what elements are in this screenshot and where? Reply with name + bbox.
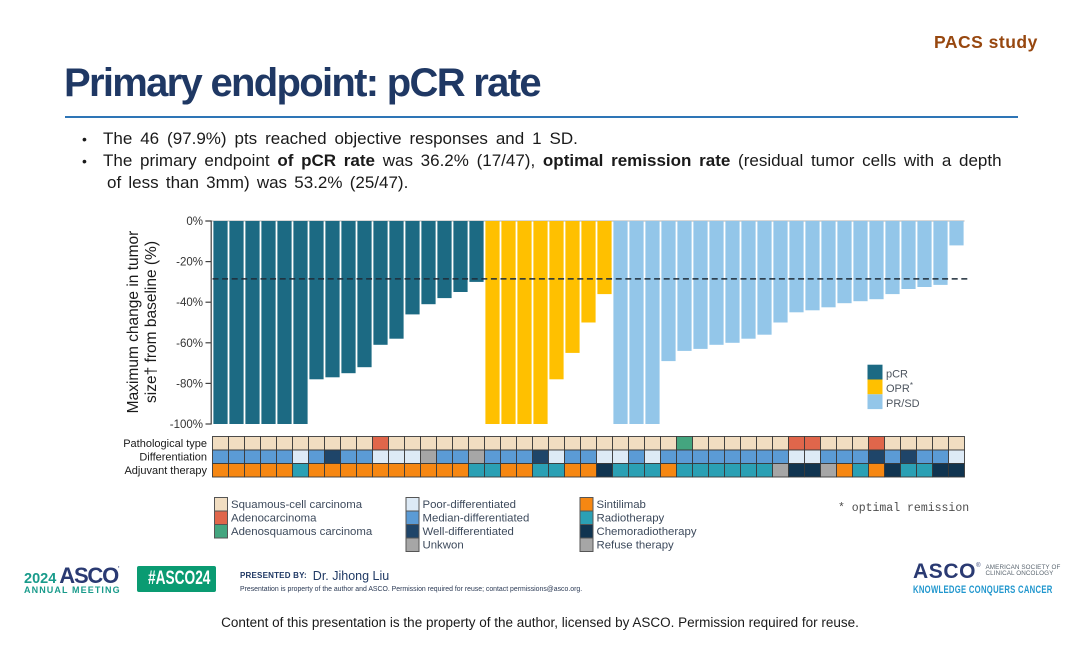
svg-text:OPR*: OPR* <box>886 381 913 395</box>
svg-text:Pathological type: Pathological type <box>123 438 207 450</box>
svg-text:Radiotherapy: Radiotherapy <box>597 513 665 525</box>
svg-text:* optimal remission: * optimal remission <box>838 502 969 515</box>
svg-text:0%: 0% <box>186 216 203 228</box>
svg-text:PR/SD: PR/SD <box>886 398 920 410</box>
svg-text:Well-differentiated: Well-differentiated <box>423 526 514 538</box>
svg-text:Poor-differentiated: Poor-differentiated <box>423 499 517 511</box>
svg-text:Differentiation: Differentiation <box>139 451 207 463</box>
svg-text:-100%: -100% <box>170 419 203 431</box>
svg-text:Maximum change in tumor: Maximum change in tumor <box>125 231 142 414</box>
svg-text:pCR: pCR <box>886 368 908 380</box>
svg-text:-40%: -40% <box>176 297 203 309</box>
svg-text:Sintilimab: Sintilimab <box>597 499 646 511</box>
svg-text:Unkwon: Unkwon <box>423 540 464 552</box>
svg-text:Adjuvant therapy: Adjuvant therapy <box>124 465 207 477</box>
svg-text:Refuse therapy: Refuse therapy <box>597 540 675 552</box>
svg-text:Median-differentiated: Median-differentiated <box>423 513 530 525</box>
svg-text:-60%: -60% <box>176 338 203 350</box>
svg-text:Adenosquamous carcinoma: Adenosquamous carcinoma <box>231 526 373 538</box>
svg-text:Adenocarcinoma: Adenocarcinoma <box>231 513 317 525</box>
svg-text:-20%: -20% <box>176 257 203 269</box>
svg-text:Squamous-cell carcinoma: Squamous-cell carcinoma <box>231 499 363 511</box>
svg-text:size† from baseline (%): size† from baseline (%) <box>143 241 160 403</box>
svg-text:-80%: -80% <box>176 378 203 390</box>
svg-text:Chemoradiotherapy: Chemoradiotherapy <box>597 526 697 538</box>
